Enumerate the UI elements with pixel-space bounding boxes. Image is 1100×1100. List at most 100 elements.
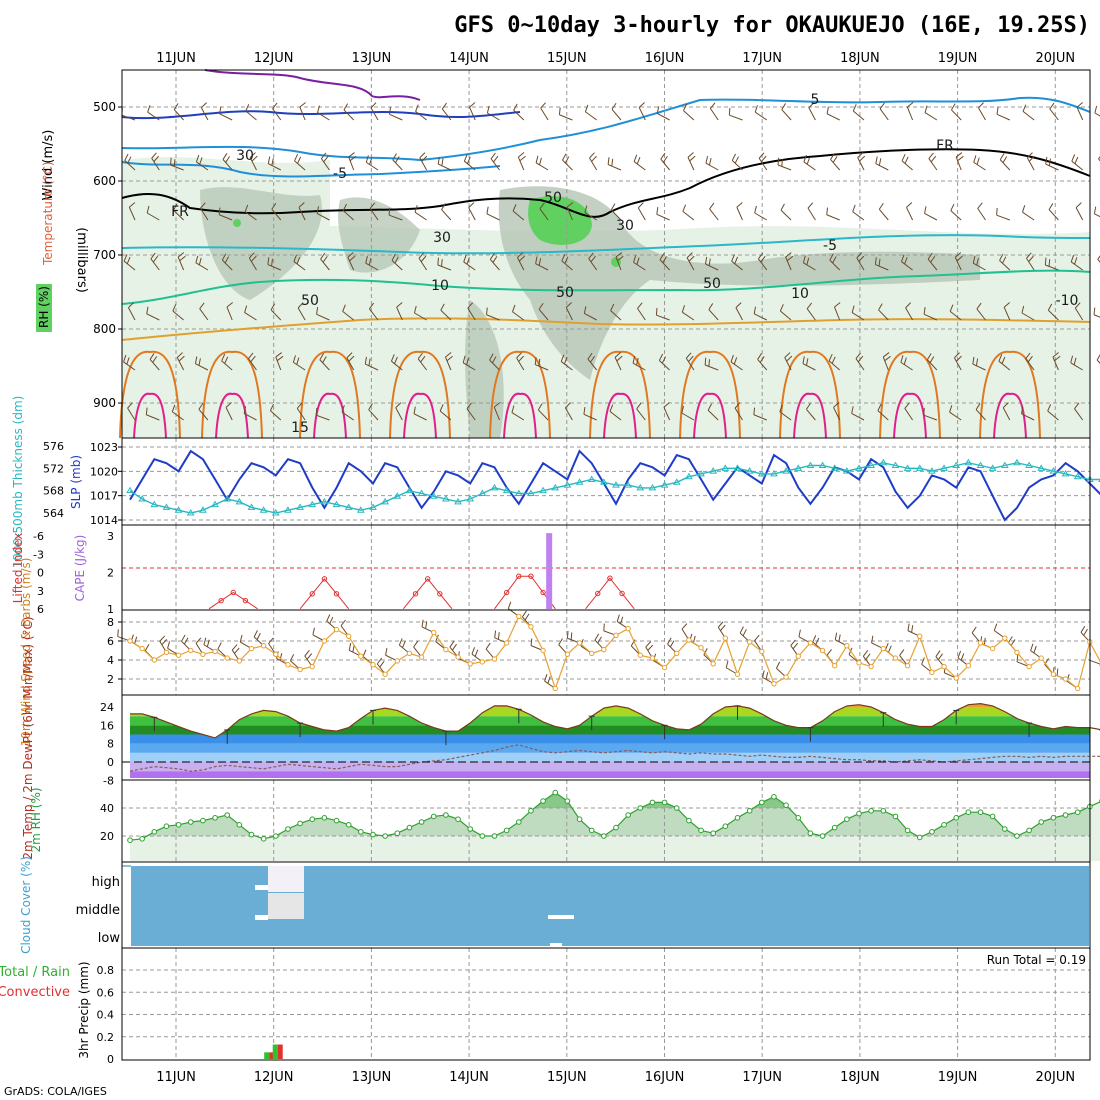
wind-barb <box>685 357 695 371</box>
wind-barb-feather <box>757 252 764 260</box>
wind-barb <box>855 358 865 371</box>
rh2m-point <box>139 836 145 842</box>
top-date-label: 20JUN <box>1035 51 1075 66</box>
wind-barb-feather <box>126 256 131 264</box>
cloud-level-label: low <box>98 931 121 946</box>
wind-barb-feather <box>466 156 471 164</box>
wind-barb <box>585 111 597 121</box>
thickness-point <box>770 469 778 477</box>
wind-barb-feather <box>857 355 864 363</box>
wind-barb-feather <box>1083 628 1088 636</box>
wind-barb <box>441 209 452 221</box>
wind-barb <box>856 257 865 271</box>
rh2m-point <box>1014 833 1020 839</box>
wind-barb-feather <box>930 255 936 263</box>
wind-barb-feather <box>802 255 806 263</box>
wind-barb-feather <box>298 202 305 208</box>
wind-barb-feather <box>123 354 127 363</box>
rh2m-point <box>807 830 814 837</box>
wind-barb-feather <box>903 357 907 365</box>
wind-barb-feather <box>904 402 910 409</box>
wind-barb-feather <box>977 202 983 209</box>
wind-barb-feather <box>955 355 962 362</box>
wind-speed-point <box>479 659 486 665</box>
rh2m-point <box>649 799 656 806</box>
wind-barb-feather <box>296 257 301 265</box>
wind-barb-feather <box>414 205 418 213</box>
wind-barb <box>173 109 184 121</box>
wind-barb <box>949 310 962 321</box>
rh2m-point <box>637 805 644 811</box>
wind-speed-point <box>260 643 267 649</box>
wind-speed-point <box>333 626 340 633</box>
cape-tick-label: 2 <box>107 567 114 580</box>
wind-barb-feather <box>725 660 729 668</box>
rh2m-point <box>236 822 243 828</box>
wind-barb <box>611 108 622 121</box>
wind-barb-feather <box>1002 156 1008 163</box>
temp-tick-label: 0 <box>107 756 114 769</box>
wind-barb <box>298 207 306 221</box>
wind-barb-feather <box>123 254 128 262</box>
wind-barb-feather <box>656 106 660 114</box>
rh2m-point <box>686 817 692 824</box>
wind-barb-feather <box>418 252 425 259</box>
wind-barb <box>807 207 816 221</box>
wind-barb-feather <box>293 254 298 262</box>
wind-barb-feather <box>294 154 299 162</box>
wind-barb-feather <box>566 630 569 639</box>
wind-barb <box>734 407 743 421</box>
wind-barb <box>413 413 427 421</box>
wind-barb <box>127 407 136 421</box>
y-tick-label: 900 <box>93 396 116 410</box>
wind-barb-feather <box>730 354 734 363</box>
wind-barb-feather <box>362 649 367 657</box>
rh2m-point <box>406 824 413 831</box>
wind-barb-feather <box>878 158 882 166</box>
temperature-contour-15 <box>589 350 651 439</box>
li-point <box>540 589 546 596</box>
wind-barb <box>1096 359 1100 364</box>
wind-barb <box>249 157 257 171</box>
wind-barb-feather <box>812 635 817 643</box>
wind-barb-feather <box>754 634 760 641</box>
wind-barb-feather <box>705 256 708 265</box>
wind-barb-feather <box>617 255 624 262</box>
wind-speed-point <box>698 644 704 651</box>
wind-barb-feather <box>904 156 909 164</box>
wind-barb-feather <box>299 102 306 108</box>
wind-barb-feather <box>275 352 282 358</box>
wind-barb-feather <box>949 304 954 312</box>
rh2m-point <box>151 829 158 835</box>
wind-barb-feather <box>921 657 925 665</box>
rh-legend-swatch <box>36 284 52 332</box>
wind-speed-point <box>516 613 522 619</box>
wind-barb-feather <box>786 355 793 362</box>
wind-barb-feather <box>829 253 834 261</box>
wind-barb-feather <box>731 254 735 262</box>
wind-barb <box>245 110 257 121</box>
wind-barb-feather <box>1093 206 1097 214</box>
wind-barb-feather <box>681 305 686 313</box>
wind-barb <box>632 362 646 371</box>
wind-barb-feather <box>296 357 300 365</box>
wind-barb-feather <box>790 639 796 646</box>
thickness-point <box>235 497 244 505</box>
wind-tick-label: 6 <box>107 635 114 648</box>
wind-barb-feather <box>250 255 257 262</box>
thickness-point <box>466 495 475 502</box>
wind-barb <box>704 364 719 371</box>
li-line <box>299 578 350 610</box>
li-point <box>309 591 315 597</box>
wind-barb-feather <box>871 635 874 643</box>
wind-barb <box>440 309 452 321</box>
wind-barb <box>877 410 889 421</box>
thickness-point <box>393 492 402 499</box>
thickness-point <box>940 464 948 471</box>
wind-barb-feather <box>535 155 539 163</box>
thickness-point <box>296 503 304 510</box>
slp-tick-label: 1023 <box>90 441 118 454</box>
temp-tick-label: 8 <box>107 738 114 751</box>
wind-barb <box>368 409 379 421</box>
wind-barb-feather <box>998 354 1003 362</box>
